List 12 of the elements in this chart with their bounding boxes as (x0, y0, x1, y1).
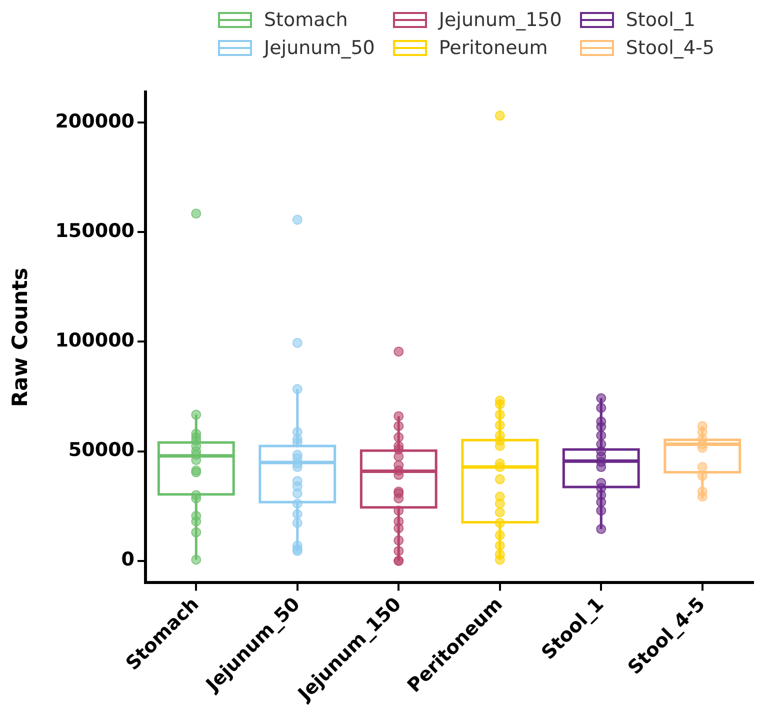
legend-label: Jejunum_150 (438, 9, 562, 31)
y-tick-label: 50000 (68, 439, 135, 462)
legend-label: Jejunum_50 (264, 37, 375, 59)
legend-label: Stool_1 (626, 9, 696, 31)
y-axis-title: Raw Counts (8, 268, 32, 408)
legend-label: Stomach (264, 9, 348, 31)
legend-label: Peritoneum (438, 37, 548, 59)
y-tick-label: 200000 (55, 110, 135, 133)
legend-label: Stool_4-5 (626, 37, 714, 59)
y-tick-label: 0 (121, 548, 135, 571)
y-tick-label: 150000 (55, 220, 135, 242)
y-tick-label: 100000 (55, 330, 135, 352)
